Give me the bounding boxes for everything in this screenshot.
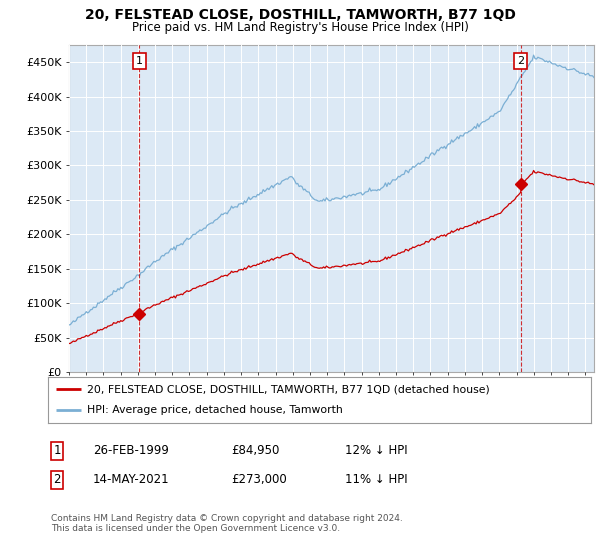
Text: 20, FELSTEAD CLOSE, DOSTHILL, TAMWORTH, B77 1QD (detached house): 20, FELSTEAD CLOSE, DOSTHILL, TAMWORTH, … (87, 384, 490, 394)
Text: 2: 2 (53, 473, 61, 487)
Text: 12% ↓ HPI: 12% ↓ HPI (345, 444, 407, 458)
Text: Contains HM Land Registry data © Crown copyright and database right 2024.
This d: Contains HM Land Registry data © Crown c… (51, 514, 403, 533)
Text: £84,950: £84,950 (231, 444, 280, 458)
Text: 26-FEB-1999: 26-FEB-1999 (93, 444, 169, 458)
Text: 2: 2 (517, 56, 524, 66)
Text: £273,000: £273,000 (231, 473, 287, 487)
Text: 1: 1 (136, 56, 143, 66)
Text: 14-MAY-2021: 14-MAY-2021 (93, 473, 170, 487)
Text: 20, FELSTEAD CLOSE, DOSTHILL, TAMWORTH, B77 1QD: 20, FELSTEAD CLOSE, DOSTHILL, TAMWORTH, … (85, 8, 515, 22)
Text: 11% ↓ HPI: 11% ↓ HPI (345, 473, 407, 487)
Text: HPI: Average price, detached house, Tamworth: HPI: Average price, detached house, Tamw… (87, 405, 343, 416)
Text: Price paid vs. HM Land Registry's House Price Index (HPI): Price paid vs. HM Land Registry's House … (131, 21, 469, 34)
Text: 1: 1 (53, 444, 61, 458)
